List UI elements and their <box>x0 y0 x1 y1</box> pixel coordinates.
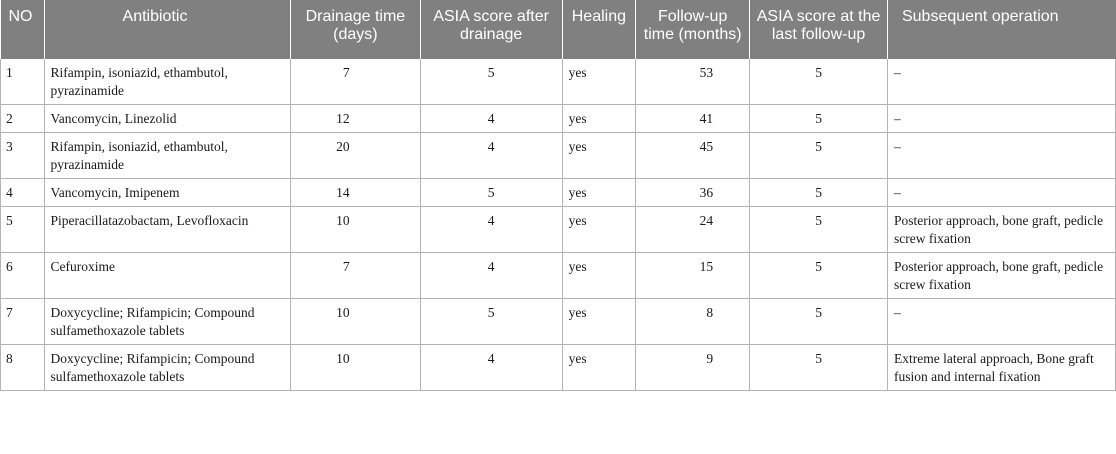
cell-asia-after: 4 <box>419 252 563 299</box>
cell-asia-last: 5 <box>749 178 888 207</box>
cell-healing: yes <box>561 178 637 207</box>
cell-drainage-time: 7 <box>290 252 421 299</box>
cell-operation: – <box>886 178 1116 207</box>
cell-operation: – <box>886 132 1116 179</box>
cell-asia-last: 5 <box>749 298 888 345</box>
cell-operation: – <box>886 104 1116 133</box>
cell-follow-up: 53 <box>635 59 751 105</box>
patients-table: NO Antibiotic Drainage time (days) ASIA … <box>0 0 1116 391</box>
cell-follow-up: 9 <box>635 344 751 391</box>
cell-antibiotic: Vancomycin, Imipenem <box>43 178 292 207</box>
cell-drainage-time: 7 <box>290 59 421 105</box>
cell-no: 4 <box>0 178 45 207</box>
cell-follow-up: 45 <box>635 132 751 179</box>
cell-antibiotic: Doxycycline; Rifampicin; Compound sulfam… <box>43 298 292 345</box>
cell-drainage-time: 10 <box>290 344 421 391</box>
cell-no: 2 <box>0 104 45 133</box>
cell-no: 5 <box>0 206 45 253</box>
header-row: NO Antibiotic Drainage time (days) ASIA … <box>0 0 1116 59</box>
cell-asia-last: 5 <box>749 59 888 105</box>
header-follow-up-time: Follow-up time (months) <box>635 0 750 59</box>
cell-operation: Extreme lateral approach, Bone graft fus… <box>886 344 1116 391</box>
table-body: 1 Rifampin, isoniazid, ethambutol, pyraz… <box>0 59 1116 391</box>
cell-asia-last: 5 <box>749 344 888 391</box>
cell-antibiotic: Cefuroxime <box>43 252 292 299</box>
cell-no: 3 <box>0 132 45 179</box>
cell-no: 6 <box>0 252 45 299</box>
cell-follow-up: 36 <box>635 178 751 207</box>
cell-follow-up: 8 <box>635 298 751 345</box>
header-drainage-time: Drainage time (days) <box>290 0 421 59</box>
table-row: 8 Doxycycline; Rifampicin; Compound sulf… <box>0 344 1116 391</box>
cell-asia-after: 4 <box>419 344 563 391</box>
table-row: 7 Doxycycline; Rifampicin; Compound sulf… <box>0 298 1116 345</box>
cell-asia-last: 5 <box>749 104 888 133</box>
cell-asia-after: 5 <box>419 178 563 207</box>
cell-no: 1 <box>0 59 45 105</box>
cell-asia-last: 5 <box>749 252 888 299</box>
cell-healing: yes <box>561 59 637 105</box>
cell-healing: yes <box>561 132 637 179</box>
header-asia-after-drainage: ASIA score after drainage <box>419 0 563 59</box>
cell-healing: yes <box>561 104 637 133</box>
table-row: 3 Rifampin, isoniazid, ethambutol, pyraz… <box>0 132 1116 179</box>
cell-asia-after: 4 <box>419 206 563 253</box>
cell-no: 7 <box>0 298 45 345</box>
table-row: 5 Piperacillatazobactam, Levofloxacin 10… <box>0 206 1116 253</box>
cell-operation: – <box>886 59 1116 105</box>
cell-operation: Posterior approach, bone graft, pedicle … <box>886 252 1116 299</box>
cell-antibiotic: Rifampin, isoniazid, ethambutol, pyrazin… <box>43 132 292 179</box>
header-subsequent-operation: Subsequent operation <box>886 0 1116 59</box>
cell-healing: yes <box>561 344 637 391</box>
cell-drainage-time: 20 <box>290 132 421 179</box>
cell-antibiotic: Doxycycline; Rifampicin; Compound sulfam… <box>43 344 292 391</box>
cell-asia-last: 5 <box>749 132 888 179</box>
cell-operation: – <box>886 298 1116 345</box>
cell-drainage-time: 10 <box>290 206 421 253</box>
header-asia-last-follow-up: ASIA score at the last follow-up <box>749 0 888 59</box>
table-row: 6 Cefuroxime 7 4 yes 15 5 Posterior appr… <box>0 252 1116 299</box>
cell-follow-up: 41 <box>635 104 751 133</box>
cell-follow-up: 15 <box>635 252 751 299</box>
header-antibiotic: Antibiotic <box>43 0 291 59</box>
cell-antibiotic: Vancomycin, Linezolid <box>43 104 292 133</box>
cell-asia-last: 5 <box>749 206 888 253</box>
cell-asia-after: 5 <box>419 59 563 105</box>
cell-asia-after: 4 <box>419 132 563 179</box>
cell-asia-after: 5 <box>419 298 563 345</box>
table-row: 4 Vancomycin, Imipenem 14 5 yes 36 5 – <box>0 178 1116 207</box>
header-no: NO <box>0 0 45 59</box>
cell-antibiotic: Rifampin, isoniazid, ethambutol, pyrazin… <box>43 59 292 105</box>
table-row: 2 Vancomycin, Linezolid 12 4 yes 41 5 – <box>0 104 1116 133</box>
header-healing: Healing <box>561 0 636 59</box>
cell-healing: yes <box>561 252 637 299</box>
cell-drainage-time: 14 <box>290 178 421 207</box>
cell-operation: Posterior approach, bone graft, pedicle … <box>886 206 1116 253</box>
cell-healing: yes <box>561 206 637 253</box>
cell-follow-up: 24 <box>635 206 751 253</box>
cell-asia-after: 4 <box>419 104 563 133</box>
table-header: NO Antibiotic Drainage time (days) ASIA … <box>0 0 1116 59</box>
table-row: 1 Rifampin, isoniazid, ethambutol, pyraz… <box>0 59 1116 105</box>
cell-drainage-time: 10 <box>290 298 421 345</box>
cell-antibiotic: Piperacillatazobactam, Levofloxacin <box>43 206 292 253</box>
cell-no: 8 <box>0 344 45 391</box>
cell-drainage-time: 12 <box>290 104 421 133</box>
cell-healing: yes <box>561 298 637 345</box>
